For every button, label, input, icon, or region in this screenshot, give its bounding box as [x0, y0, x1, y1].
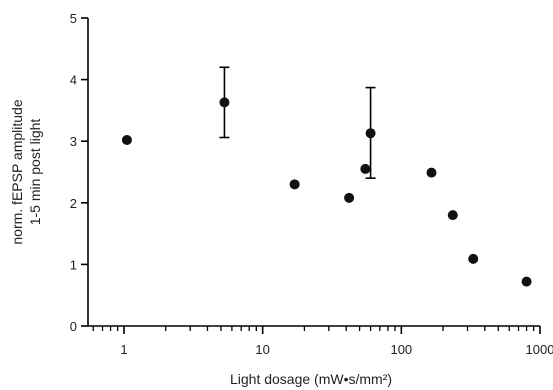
x-axis-ticks: 1 10 100 1000: [92, 326, 553, 357]
plot-area: 0 1 2 3 4 5 1 10 100 1000: [70, 11, 553, 357]
data-point: [219, 97, 230, 108]
data-point: [344, 192, 355, 203]
x-tick-label: 1: [120, 342, 127, 357]
data-point: [360, 163, 371, 174]
y-tick-label: 1: [70, 257, 77, 272]
y-axis-title-line-2: 1-5 min post light: [27, 119, 43, 226]
y-tick-label: 2: [70, 196, 77, 211]
x-axis-title: Light dosage (mW•s/mm²): [230, 371, 392, 387]
y-axis-title-line-1: norm. fEPSP amplitude: [9, 99, 25, 244]
data-point: [365, 128, 376, 139]
error-bars: [219, 66, 376, 179]
y-tick-label: 3: [70, 134, 77, 149]
y-tick-label: 5: [70, 11, 77, 26]
data-point: [121, 134, 132, 145]
y-axis-ticks: 0 1 2 3 4 5: [70, 11, 88, 334]
data-points: [121, 97, 532, 287]
x-tick-label: 100: [390, 342, 412, 357]
data-point: [468, 253, 479, 264]
data-point: [426, 167, 437, 178]
y-tick-label: 4: [70, 73, 77, 88]
data-point: [447, 210, 458, 221]
data-point: [521, 276, 532, 287]
data-point: [289, 179, 300, 190]
x-tick-label: 10: [255, 342, 269, 357]
x-tick-label: 1000: [526, 342, 553, 357]
y-tick-label: 0: [70, 319, 77, 334]
